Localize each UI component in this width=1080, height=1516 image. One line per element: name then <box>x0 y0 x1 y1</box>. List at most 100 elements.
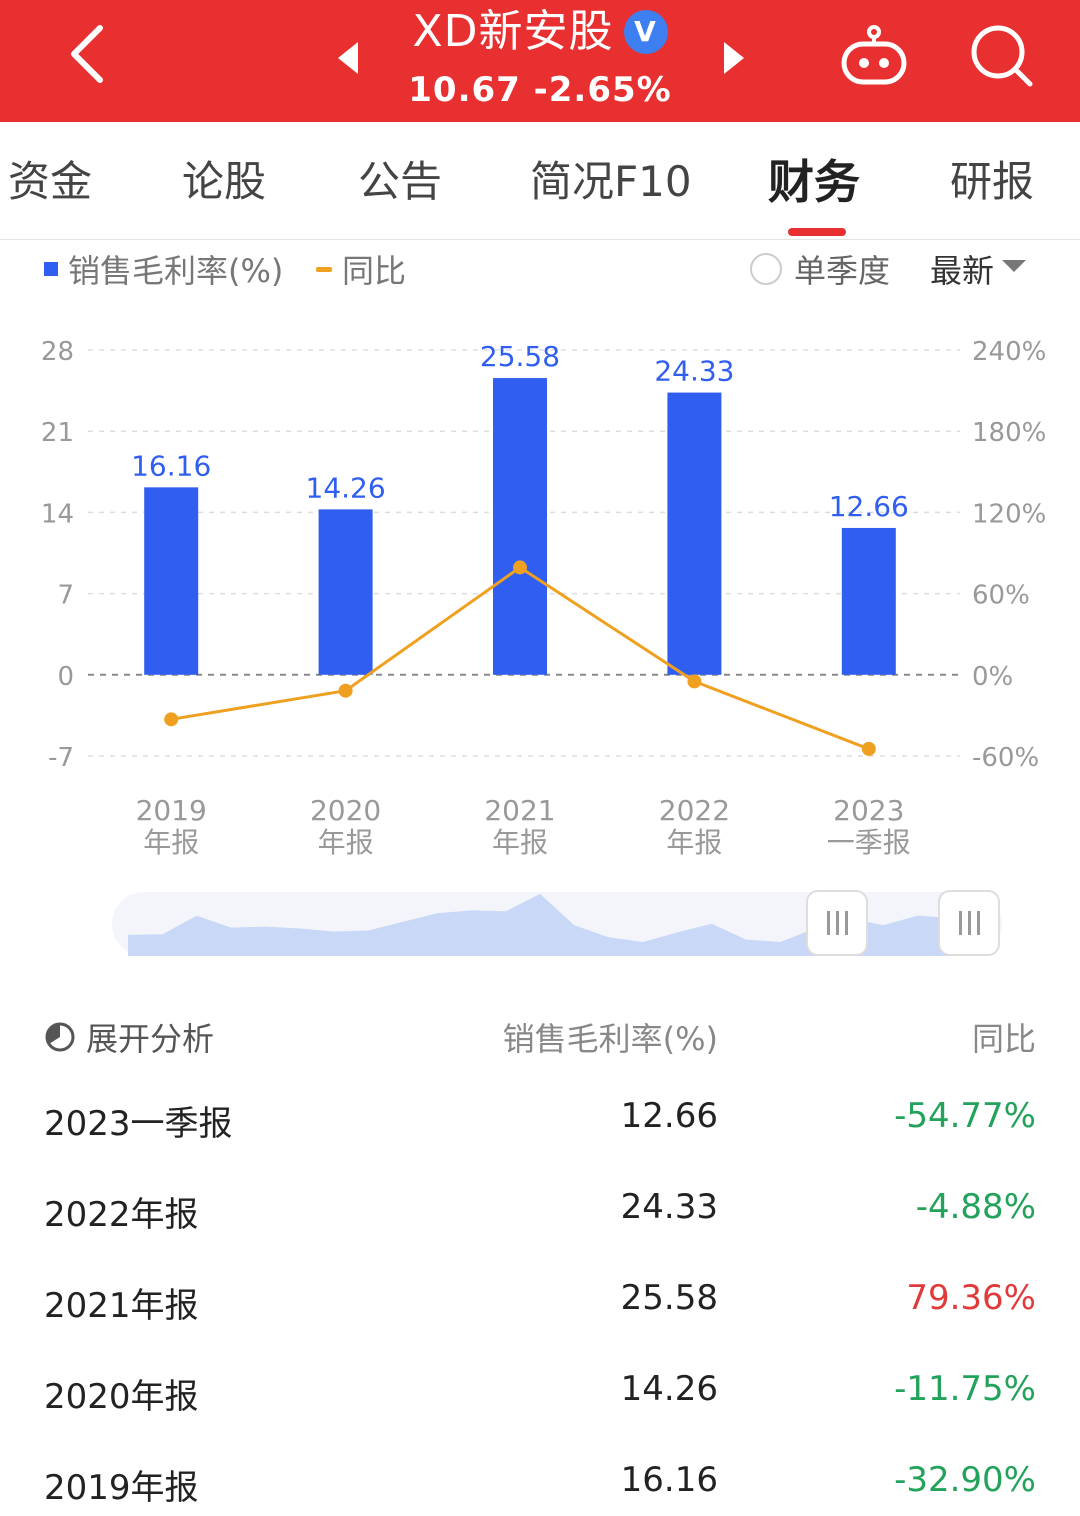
table-row[interactable]: 2020年报 14.26 -11.75% <box>0 1351 1080 1441</box>
line-swatch-icon <box>316 266 332 272</box>
bar-swatch-icon <box>44 262 58 276</box>
caret-down-icon <box>1002 260 1027 272</box>
verified-badge-icon: V <box>623 10 668 54</box>
y-right-tick-label: 240% <box>972 337 1046 367</box>
tab-research[interactable]: 研报 <box>950 157 1035 206</box>
active-tab-indicator <box>788 228 846 236</box>
range-handle-right[interactable] <box>938 890 1000 956</box>
chart-canvas: 28 21 14 7 0 -7 240% 180% 120% 60% 0% -60% 16.16 14.2… <box>41 337 1046 859</box>
y-right-tick-label: 120% <box>972 499 1046 529</box>
gross-margin-chart: 28 21 14 7 0 -7 240% 180% 120% 60% 0% -60% 16.16 14.2… <box>0 320 1080 880</box>
range-overview <box>112 892 1002 956</box>
robot-icon[interactable] <box>838 24 910 88</box>
x-tick-label: 2021 <box>484 794 555 827</box>
legend-bar-label: 销售毛利率(%) <box>68 252 284 290</box>
bar-data-label: 16.16 <box>131 449 211 482</box>
x-tick-label: 2019 <box>136 794 207 827</box>
period-dropdown-label: 最新 <box>930 252 995 290</box>
y-left-tick-label: -7 <box>48 743 74 773</box>
bar <box>493 378 547 675</box>
table-row[interactable]: 2022年报 24.33 -4.88% <box>0 1169 1080 1259</box>
bar <box>144 487 199 675</box>
bar-data-label: 25.58 <box>480 340 560 373</box>
bar <box>667 392 722 675</box>
column-header-margin: 销售毛利率(%) <box>502 1020 718 1058</box>
single-quarter-toggle[interactable]: 单季度 <box>750 246 890 292</box>
row-value: 24.33 <box>620 1187 718 1227</box>
tab-discussion[interactable]: 论股 <box>182 157 267 206</box>
row-yoy: -54.77% <box>894 1096 1036 1136</box>
back-icon[interactable] <box>60 22 116 86</box>
chart-legend: 销售毛利率(%) 同比 单季度 最新 <box>0 240 1080 300</box>
search-icon[interactable] <box>968 22 1034 88</box>
table-row[interactable]: 2023一季报 12.66 -54.77% <box>0 1078 1080 1168</box>
y-left-tick-label: 28 <box>41 337 74 367</box>
y-right-tick-label: 180% <box>972 418 1046 448</box>
expand-analysis-label: 展开分析 <box>86 1020 215 1058</box>
row-yoy: -32.90% <box>894 1460 1036 1500</box>
yoy-point <box>164 712 179 727</box>
app-header: XD新安股 V 10.67 -2.65% <box>0 0 1080 122</box>
x-tick-label: 2020 <box>310 794 381 827</box>
x-tick-label: 年报 <box>318 826 374 859</box>
stock-title: XD新安股 V 10.67 -2.65% <box>380 4 700 112</box>
range-slider[interactable] <box>112 890 1002 960</box>
bar-data-label: 12.66 <box>829 490 909 523</box>
column-header-yoy: 同比 <box>971 1020 1036 1058</box>
legend-bar: 销售毛利率(%) <box>44 246 283 292</box>
y-right-tick-label: -60% <box>972 743 1039 773</box>
yoy-point <box>687 674 702 689</box>
row-period: 2019年报 <box>44 1468 199 1508</box>
table-row[interactable]: 2021年报 25.58 79.36% <box>0 1260 1080 1350</box>
stock-name: XD新安股 <box>412 6 614 57</box>
tab-funds[interactable]: 资金 <box>8 157 93 206</box>
tab-f10-overview[interactable]: 简况F10 <box>530 157 692 206</box>
y-left-tick-label: 0 <box>57 662 74 692</box>
row-yoy: -4.88% <box>915 1187 1036 1227</box>
x-tick-label: 一季报 <box>827 826 911 859</box>
table-row[interactable]: 2019年报 16.16 -32.90% <box>0 1442 1080 1516</box>
range-handle-left[interactable] <box>806 890 868 956</box>
bar-data-label: 14.26 <box>306 471 386 504</box>
prev-arrow-icon[interactable] <box>330 38 366 78</box>
yoy-point <box>861 741 876 756</box>
y-left-tick-label: 7 <box>57 581 74 611</box>
period-dropdown[interactable]: 最新 <box>930 246 1027 292</box>
row-period: 2022年报 <box>44 1195 199 1235</box>
row-value: 25.58 <box>620 1278 718 1318</box>
tab-bar: 资金 论股 公告 简况F10 财务 研报 <box>0 122 1080 240</box>
pie-chart-icon <box>45 1022 75 1052</box>
legend-line: 同比 <box>316 246 406 292</box>
y-left-tick-label: 21 <box>41 418 74 448</box>
next-arrow-icon[interactable] <box>716 38 752 78</box>
y-right-tick-label: 0% <box>972 662 1013 692</box>
range-area <box>128 894 952 956</box>
row-period: 2023一季报 <box>44 1104 233 1144</box>
bar <box>841 527 896 675</box>
row-value: 16.16 <box>620 1460 718 1500</box>
single-quarter-label: 单季度 <box>794 252 891 290</box>
yoy-point <box>338 683 353 698</box>
bar-data-label: 24.33 <box>654 355 734 388</box>
row-yoy: 79.36% <box>906 1278 1036 1318</box>
table-header: 展开分析 销售毛利率(%) 同比 <box>0 1000 1080 1070</box>
tab-finance[interactable]: 财务 <box>768 155 860 209</box>
row-value: 14.26 <box>620 1369 718 1409</box>
price-change: 10.67 -2.65% <box>408 70 672 110</box>
row-period: 2020年报 <box>44 1377 199 1417</box>
row-value: 12.66 <box>620 1096 718 1136</box>
x-tick-label: 年报 <box>666 826 722 859</box>
y-left-tick-label: 14 <box>41 499 74 529</box>
legend-line-label: 同比 <box>342 252 407 290</box>
yoy-point <box>513 560 527 575</box>
x-tick-label: 年报 <box>492 826 548 859</box>
x-tick-label: 2023 <box>833 794 904 827</box>
bar <box>318 509 373 675</box>
expand-analysis-button[interactable]: 展开分析 <box>44 1014 214 1060</box>
y-right-tick-label: 60% <box>972 581 1030 611</box>
row-period: 2021年报 <box>44 1286 199 1326</box>
radio-icon[interactable] <box>750 253 782 285</box>
tab-announcements[interactable]: 公告 <box>358 157 443 206</box>
row-yoy: -11.75% <box>894 1369 1036 1409</box>
x-tick-label: 2022 <box>659 794 730 827</box>
